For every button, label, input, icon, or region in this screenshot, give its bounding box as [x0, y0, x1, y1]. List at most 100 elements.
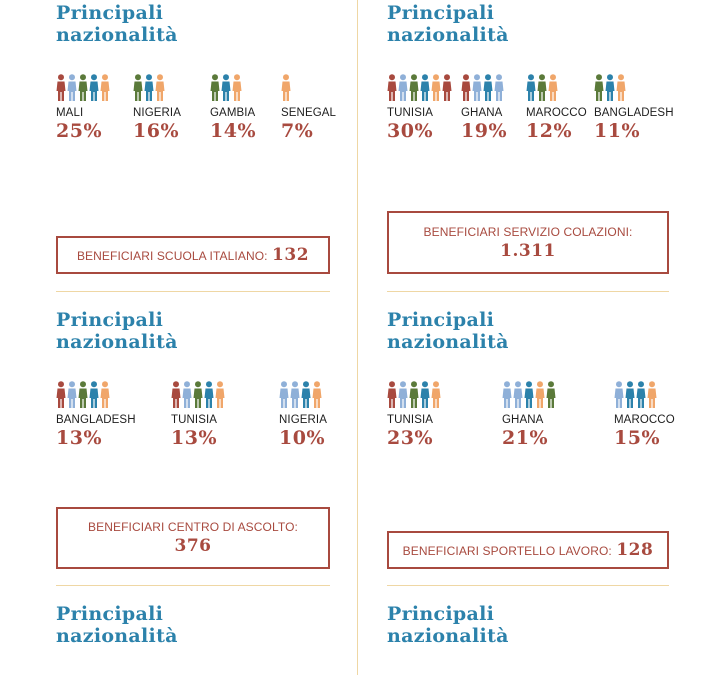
percentage: 23% [387, 427, 433, 449]
person-icon [182, 381, 192, 408]
person-icon [537, 74, 547, 101]
percentage: 13% [56, 427, 102, 449]
horizontal-separator [56, 291, 330, 292]
person-icon [100, 381, 110, 408]
beneficiaries-box: BENEFICIARI SPORTELLO LAVORO: 128 [387, 531, 669, 569]
person-icon [301, 381, 311, 408]
person-icon [398, 74, 408, 101]
person-icon [546, 381, 556, 408]
people-icons [171, 375, 226, 409]
beneficiaries-box: BENEFICIARI SCUOLA ITALIANO: 132 [56, 236, 330, 274]
nationality-row: MALI 25% NIGERIA 16% GAMBIA 14% SENEGAL … [56, 68, 346, 148]
nationality-item: GAMBIA 14% [210, 68, 256, 142]
people-icons [387, 68, 453, 102]
section-heading: Principali nazionalità [56, 309, 178, 353]
person-icon [133, 74, 143, 101]
person-icon [431, 74, 441, 101]
people-icons [526, 68, 587, 102]
person-icon [526, 74, 536, 101]
person-icon [398, 381, 408, 408]
percentage: 12% [526, 120, 572, 142]
person-icon [614, 381, 624, 408]
beneficiaries-label: BENEFICIARI SERVIZIO COLAZIONI: [423, 225, 633, 239]
beneficiaries-value: 376 [174, 536, 212, 556]
nationality-item: MAROCCO 12% [526, 68, 587, 142]
person-icon [636, 381, 646, 408]
person-icon [78, 74, 88, 101]
people-icons [56, 68, 111, 102]
section-nationalities: Principali nazionalità MALI 25% NIGERIA … [56, 2, 346, 142]
country-label: BANGLADESH [56, 414, 136, 426]
person-icon [387, 74, 397, 101]
country-label: GAMBIA [210, 107, 256, 119]
country-label: MAROCCO [614, 414, 675, 426]
horizontal-separator [387, 585, 669, 586]
percentage: 15% [614, 427, 660, 449]
beneficiaries-label: BENEFICIARI CENTRO DI ASCOLTO: [88, 520, 298, 534]
horizontal-separator [56, 585, 330, 586]
nationality-item: SENEGAL 7% [281, 68, 336, 142]
beneficiaries-value: 1.311 [500, 241, 556, 261]
person-icon [155, 74, 165, 101]
people-icons [614, 375, 675, 409]
people-icons [133, 68, 181, 102]
percentage: 16% [133, 120, 179, 142]
country-label: TUNISIA [171, 414, 218, 426]
person-icon [409, 381, 419, 408]
beneficiaries-label: BENEFICIARI SPORTELLO LAVORO: [402, 544, 612, 558]
person-icon [409, 74, 419, 101]
beneficiaries-value: 132 [272, 245, 310, 265]
person-icon [420, 381, 430, 408]
nationality-item: TUNISIA 23% [387, 375, 442, 449]
section-heading: Principali nazionalità [56, 2, 178, 46]
nationality-row: TUNISIA 30% GHANA 19% MAROCCO 12% BANGLA… [387, 68, 674, 148]
nationality-item: BANGLADESH 11% [594, 68, 674, 142]
beneficiaries-box: BENEFICIARI SERVIZIO COLAZIONI: 1.311 [387, 211, 669, 274]
beneficiaries-value: 128 [616, 540, 654, 560]
beneficiaries-box: BENEFICIARI CENTRO DI ASCOLTO: 376 [56, 507, 330, 569]
country-label: BANGLADESH [594, 107, 674, 119]
person-icon [78, 381, 88, 408]
person-icon [625, 381, 635, 408]
person-icon [312, 381, 322, 408]
person-icon [281, 74, 291, 101]
person-icon [431, 381, 441, 408]
person-icon [171, 381, 181, 408]
section-nationalities: Principali nazionalità TUNISIA 30% GHANA… [387, 2, 674, 142]
section-nationalities: Principali nazionalità [387, 603, 671, 647]
people-icons [281, 68, 336, 102]
section-nationalities: Principali nazionalità BANGLADESH 13% TU… [56, 309, 346, 449]
nationality-item: NIGERIA 10% [279, 375, 327, 449]
person-icon [420, 74, 430, 101]
person-icon [483, 74, 493, 101]
section-heading: Principali nazionalità [387, 309, 509, 353]
percentage: 25% [56, 120, 102, 142]
person-icon [524, 381, 534, 408]
percentage: 19% [461, 120, 507, 142]
people-icons [387, 375, 442, 409]
section-nationalities: Principali nazionalità TUNISIA 23% GHANA… [387, 309, 675, 449]
person-icon [605, 74, 615, 101]
percentage: 10% [279, 427, 325, 449]
person-icon [494, 74, 504, 101]
nationality-item: NIGERIA 16% [133, 68, 181, 142]
percentage: 30% [387, 120, 433, 142]
percentage: 21% [502, 427, 548, 449]
person-icon [56, 74, 66, 101]
person-icon [204, 381, 214, 408]
people-icons [279, 375, 327, 409]
people-icons [210, 68, 256, 102]
country-label: MALI [56, 107, 84, 119]
people-icons [594, 68, 674, 102]
nationality-item: TUNISIA 13% [171, 375, 226, 449]
people-icons [502, 375, 557, 409]
nationality-item: TUNISIA 30% [387, 68, 453, 142]
person-icon [279, 381, 289, 408]
person-icon [144, 74, 154, 101]
nationality-item: GHANA 21% [502, 375, 557, 449]
country-label: GHANA [461, 107, 503, 119]
country-label: NIGERIA [279, 414, 327, 426]
section-heading: Principali nazionalità [387, 603, 509, 647]
nationality-item: MAROCCO 15% [614, 375, 675, 449]
percentage: 11% [594, 120, 640, 142]
